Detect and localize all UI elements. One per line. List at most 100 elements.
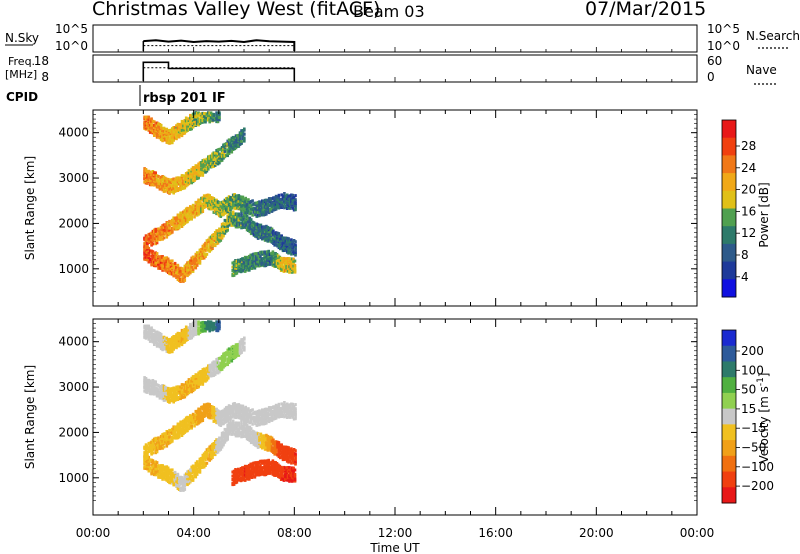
power-cell — [273, 241, 276, 245]
velocity-cell — [161, 475, 164, 479]
velocity-cell — [244, 412, 247, 416]
power-cell — [267, 236, 271, 239]
power-cell — [151, 229, 155, 233]
velocity-cell — [283, 415, 286, 419]
velocity-cell — [201, 455, 205, 459]
power-cell — [194, 120, 198, 124]
power-cell — [254, 233, 257, 237]
power-cell — [144, 123, 148, 127]
power-cell — [159, 255, 163, 259]
power-cell — [226, 148, 229, 152]
power-cell — [267, 209, 271, 213]
power-cell — [241, 219, 245, 223]
power-cell — [157, 266, 160, 270]
power-cell — [286, 264, 290, 268]
power-cell — [283, 238, 286, 242]
power-cell — [168, 131, 171, 135]
power-cell — [270, 230, 274, 234]
power-cell — [231, 222, 235, 226]
power-cell — [151, 237, 155, 241]
power-cell — [175, 127, 178, 131]
power-cell — [258, 230, 261, 233]
velocity-cell — [176, 472, 180, 476]
power-cell — [183, 266, 187, 270]
velocity-cell — [143, 455, 146, 459]
velocity-cell — [294, 415, 297, 419]
velocity-cell — [252, 433, 256, 436]
power-cell — [220, 151, 224, 155]
power-cell — [223, 149, 227, 153]
velocity-cell — [258, 416, 261, 420]
power-cell — [201, 244, 205, 248]
power-cell — [258, 225, 261, 229]
power-cell — [159, 186, 163, 190]
velocity-cell — [241, 431, 245, 435]
velocity-cell — [197, 465, 200, 468]
velocity-cell — [147, 384, 151, 388]
velocity-cell — [292, 410, 296, 413]
power-cell — [212, 210, 216, 214]
power-cell — [153, 123, 156, 127]
power-cell — [195, 120, 199, 124]
velocity-cell — [201, 419, 205, 422]
velocity-cell — [189, 468, 192, 472]
power-cell — [147, 127, 151, 131]
power-cell — [292, 250, 296, 254]
velocity-cell — [236, 405, 239, 409]
power-cell — [200, 210, 203, 214]
power-cell — [265, 212, 268, 216]
power-cell — [179, 214, 182, 218]
power-cell — [225, 197, 228, 201]
power-cell — [216, 212, 220, 216]
velocity-cell — [148, 392, 152, 396]
power-cell — [262, 213, 265, 217]
velocity-cell — [179, 489, 182, 492]
velocity-cell — [204, 409, 207, 413]
velocity-cell — [162, 467, 166, 471]
velocity-cell — [270, 439, 274, 443]
velocity-cell — [262, 444, 265, 448]
velocity-cell — [269, 418, 272, 422]
velocity-cell — [248, 435, 252, 439]
velocity-cell — [247, 428, 250, 432]
velocity-cell — [153, 391, 156, 395]
nave-tick-top: 60 — [707, 54, 722, 68]
velocity-cell — [227, 404, 231, 408]
velocity-cell — [191, 470, 195, 474]
power-cell — [292, 259, 295, 263]
velocity-cell — [244, 422, 247, 426]
power-cell — [157, 234, 160, 238]
velocity-cell — [256, 445, 260, 449]
velocity-cell — [222, 414, 225, 418]
power-cell — [262, 210, 265, 214]
power-cell — [146, 115, 149, 119]
power-cell — [274, 200, 278, 203]
velocity-cell — [240, 418, 243, 422]
velocity-cell — [273, 448, 276, 452]
power-cell — [241, 202, 245, 206]
velocity-cell — [147, 387, 151, 391]
power-cell — [243, 260, 247, 264]
velocity-cell — [161, 439, 164, 443]
power-cell — [171, 188, 174, 191]
power-cell — [183, 219, 187, 223]
power-cell — [197, 173, 200, 177]
velocity-cell — [285, 406, 289, 410]
power-cell — [164, 268, 167, 272]
power-cell — [169, 231, 173, 235]
power-cell — [220, 157, 224, 161]
velocity-cell — [236, 424, 239, 428]
velocity-cell — [183, 418, 187, 422]
velocity-cell — [212, 411, 216, 414]
power-cell — [189, 170, 192, 174]
power-cell — [292, 201, 296, 204]
velocity-cell — [248, 411, 252, 415]
power-cell — [153, 126, 156, 130]
velocity-cell — [262, 413, 265, 417]
power-cell — [207, 116, 210, 120]
power-cell — [200, 119, 203, 123]
power-cell — [265, 207, 268, 211]
power-cell — [153, 120, 156, 124]
power-cell — [291, 198, 294, 202]
velocity-cell — [288, 452, 292, 456]
